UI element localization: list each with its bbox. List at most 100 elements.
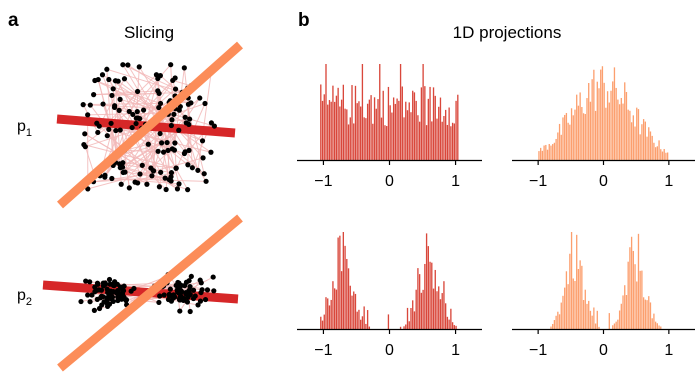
histogram-bar xyxy=(553,142,556,160)
histogram-bar xyxy=(346,109,348,160)
histogram-bar xyxy=(555,138,557,160)
histogram-bar xyxy=(644,121,646,160)
histogram-bar xyxy=(579,260,581,329)
data-point xyxy=(166,291,172,297)
data-point xyxy=(126,108,132,115)
x-tick-label: 1 xyxy=(451,173,460,190)
data-point xyxy=(118,285,124,291)
row-label-p1-base: p xyxy=(17,118,26,135)
svg-text:p1: p1 xyxy=(17,118,32,139)
histogram-bar xyxy=(361,316,364,329)
histogram-bar xyxy=(658,140,660,160)
histogram-bar xyxy=(443,281,445,329)
data-point xyxy=(118,181,124,187)
histogram-bar xyxy=(441,293,443,329)
data-point xyxy=(148,165,154,171)
data-point xyxy=(168,174,174,180)
histogram-bar xyxy=(646,136,648,160)
data-point xyxy=(170,77,176,84)
histogram-bar xyxy=(608,102,610,160)
histogram-bar xyxy=(618,310,621,329)
histogram-bar xyxy=(560,302,562,329)
histogram-bar xyxy=(620,303,622,329)
histogram-bar xyxy=(634,126,636,160)
histogram-bar xyxy=(337,87,339,160)
histogram-bar xyxy=(622,103,624,160)
histogram-bar xyxy=(439,97,442,160)
link-line xyxy=(161,142,170,180)
histogram-bar xyxy=(328,100,331,160)
histogram-bar xyxy=(420,292,423,329)
histogram-bar xyxy=(327,104,329,160)
x-tick-label: 1 xyxy=(664,342,673,359)
histogram-bar xyxy=(565,112,568,160)
data-point xyxy=(129,124,135,131)
histogram-bar xyxy=(349,285,351,329)
panel-a-title: Slicing xyxy=(124,23,174,42)
histogram-bar xyxy=(567,122,569,160)
data-point xyxy=(82,144,88,150)
histogram-bar xyxy=(576,94,578,160)
histogram-bar xyxy=(560,134,562,160)
histogram-bar xyxy=(618,104,621,160)
data-point xyxy=(182,114,188,120)
data-point xyxy=(104,66,110,72)
histogram-bar xyxy=(648,127,650,160)
x-tick-label: −1 xyxy=(314,342,332,359)
histogram-bar xyxy=(453,123,456,160)
histogram-bar xyxy=(572,278,574,329)
data-point xyxy=(121,76,128,82)
data-point xyxy=(100,101,106,107)
histogram-bar xyxy=(572,115,574,160)
data-point xyxy=(87,102,93,108)
data-point xyxy=(130,111,136,118)
data-point xyxy=(128,288,134,294)
histogram-bar xyxy=(656,323,658,329)
data-point xyxy=(167,286,173,292)
histogram-bar xyxy=(613,323,616,329)
histogram-bar xyxy=(562,295,564,329)
data-point xyxy=(125,62,131,68)
histogram-bar xyxy=(354,85,357,160)
data-point xyxy=(156,184,162,190)
data-point xyxy=(173,165,179,171)
histogram-bar xyxy=(557,132,559,160)
histogram-bar xyxy=(588,300,590,329)
histogram-bar xyxy=(330,101,332,160)
data-point xyxy=(102,281,108,287)
data-point xyxy=(117,96,123,102)
data-point xyxy=(122,169,128,175)
histogram-bar xyxy=(639,134,641,160)
data-point xyxy=(110,298,116,305)
histogram-bar xyxy=(372,123,374,160)
histogram-bar xyxy=(342,232,345,329)
row-label-p1-sub: 1 xyxy=(26,127,32,139)
histogram-bar xyxy=(581,107,583,160)
data-point xyxy=(197,95,203,101)
histogram-bar xyxy=(340,99,343,160)
data-point xyxy=(177,308,183,314)
histogram-bar xyxy=(630,236,633,329)
histogram-bar xyxy=(648,296,650,329)
histogram-bar xyxy=(347,124,350,160)
data-point xyxy=(157,130,163,137)
data-point xyxy=(120,62,126,68)
histogram-bar xyxy=(620,97,622,160)
data-point xyxy=(182,283,188,289)
data-point xyxy=(108,291,114,298)
histogram-bar xyxy=(624,285,626,329)
projection-line-light xyxy=(57,214,243,372)
histogram-bar xyxy=(615,87,617,160)
histogram-bar xyxy=(412,90,414,160)
x-tick-label: 1 xyxy=(451,342,460,359)
histogram-bar xyxy=(434,269,436,329)
histogram-bar xyxy=(641,270,643,329)
data-point xyxy=(106,76,112,83)
histogram-bar xyxy=(625,92,628,160)
histogram-bar xyxy=(321,320,324,329)
histogram-bar xyxy=(624,82,626,160)
data-point xyxy=(115,297,121,304)
histogram-bar xyxy=(589,310,592,329)
histogram-bar xyxy=(417,268,419,329)
histogram-bar xyxy=(610,90,612,160)
